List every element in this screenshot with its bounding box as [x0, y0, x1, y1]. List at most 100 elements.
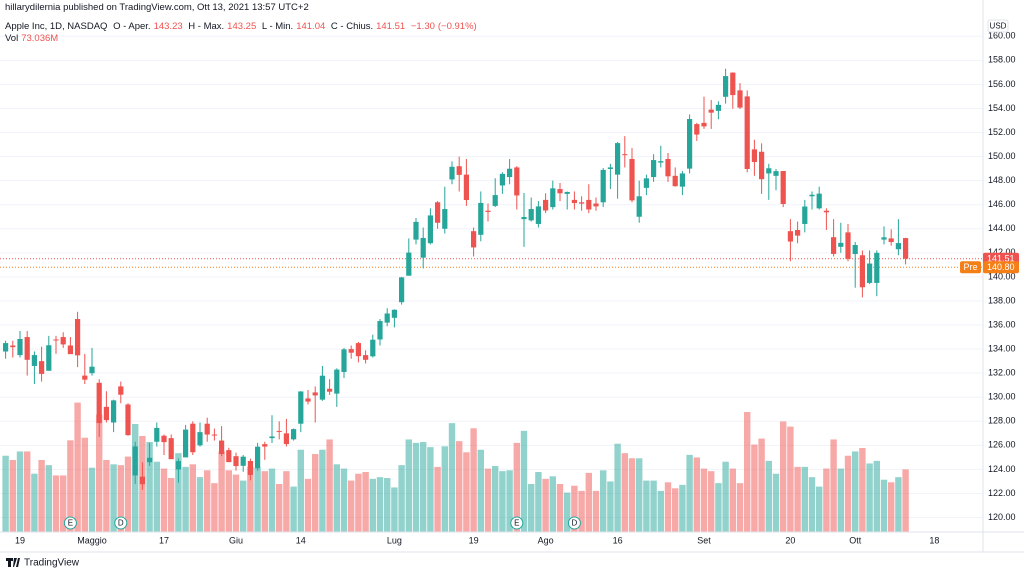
- candle-body: [694, 124, 700, 135]
- volume-bar: [362, 472, 369, 532]
- volume-bar: [830, 439, 837, 532]
- candle-body: [514, 167, 520, 196]
- volume-bar: [722, 461, 729, 532]
- volume-bar: [535, 472, 542, 532]
- candle-body: [420, 237, 426, 258]
- volume-bar: [873, 460, 880, 532]
- candle-body: [391, 309, 397, 318]
- y-tick-label: 132.00: [988, 368, 1016, 378]
- currency: USD: [990, 22, 1007, 31]
- volume-bar: [110, 464, 117, 532]
- candle-body: [355, 343, 361, 357]
- y-tick-label: 160.00: [988, 31, 1016, 41]
- candle-body: [175, 461, 181, 470]
- volume-bar: [398, 465, 405, 532]
- volume-bar: [715, 483, 722, 532]
- event-label: D: [118, 519, 124, 528]
- candle-body: [838, 242, 844, 247]
- candle-body: [327, 388, 333, 392]
- volume-bar: [333, 464, 340, 532]
- candle-body: [247, 461, 253, 475]
- ohlc-label: C - Chius.: [330, 21, 374, 32]
- candle-body: [780, 171, 786, 204]
- volume-bar: [276, 484, 283, 532]
- volume-bar: [672, 488, 679, 532]
- volume-bar: [441, 446, 448, 532]
- y-tick-label: 150.00: [988, 151, 1016, 161]
- volume-bar: [24, 451, 31, 532]
- volume-bar: [412, 442, 420, 532]
- candle-body: [334, 369, 340, 394]
- volume-bar: [391, 487, 398, 532]
- volume-bar: [9, 460, 16, 532]
- premarket-tag: [983, 261, 1019, 274]
- volume-bar: [326, 439, 333, 532]
- x-tick-label: 19: [469, 535, 479, 545]
- volume-bar: [312, 454, 319, 532]
- ohlc-label: H - Max.: [188, 21, 225, 32]
- candle-body: [823, 210, 829, 213]
- candle-body: [233, 456, 239, 467]
- y-tick-label: 126.00: [988, 440, 1016, 450]
- candle-body: [183, 429, 189, 458]
- volume-bar: [600, 470, 607, 532]
- volume-bar: [290, 486, 297, 532]
- candle-body: [96, 382, 102, 424]
- volume-bar: [823, 468, 830, 532]
- candle-body: [319, 375, 325, 400]
- candle-body: [809, 194, 815, 197]
- x-tick-label: 16: [613, 535, 623, 545]
- x-tick-label: 14: [296, 535, 306, 545]
- candle-body: [643, 178, 649, 188]
- candle-body: [399, 277, 405, 303]
- x-tick-label: 17: [159, 535, 169, 545]
- candle-body: [291, 429, 297, 440]
- candle-body: [615, 143, 621, 175]
- volume-bar: [513, 442, 520, 532]
- candle-body: [478, 202, 484, 235]
- candle-body: [60, 337, 66, 345]
- candle-body: [579, 202, 585, 204]
- candle-body: [759, 151, 765, 180]
- candle-body: [507, 168, 513, 178]
- candle-body: [125, 404, 131, 436]
- candle-body: [708, 109, 714, 113]
- volume-bar: [636, 458, 643, 532]
- candle-body: [723, 76, 729, 97]
- volume-bar: [369, 478, 376, 532]
- volume-bar: [254, 467, 261, 532]
- change-percent: (−0.91%): [437, 21, 477, 32]
- candle-body: [154, 427, 160, 442]
- candle-body: [543, 199, 549, 211]
- volume-bar: [405, 439, 412, 532]
- candle-body: [687, 119, 693, 169]
- candle-body: [895, 243, 901, 250]
- ohlc-value: 141.51: [376, 21, 406, 32]
- candle-body: [852, 245, 858, 255]
- volume-bar: [607, 481, 614, 532]
- volume-bar: [434, 466, 441, 532]
- event-marker: [567, 516, 581, 530]
- volume-bar: [470, 428, 477, 532]
- candle-body: [276, 430, 282, 432]
- candle-body: [139, 476, 145, 485]
- premarket-price: 140.80: [987, 262, 1015, 272]
- candle-body: [406, 252, 412, 276]
- event-label: D: [572, 519, 578, 528]
- candle-body: [831, 237, 837, 254]
- candle-body: [629, 158, 635, 201]
- event-label: E: [68, 519, 73, 528]
- symbol: Apple Inc, 1D, NASDAQ: [5, 21, 108, 32]
- volume-bar: [808, 477, 816, 532]
- logo: [6, 558, 20, 567]
- candle-body: [82, 375, 88, 380]
- candle-body: [795, 229, 801, 236]
- volume-bar: [2, 455, 9, 532]
- volume-bar: [218, 451, 225, 532]
- candle-body: [715, 104, 721, 111]
- volume-bar: [67, 440, 74, 532]
- volume-bar: [297, 449, 304, 532]
- volume-bar: [268, 468, 276, 532]
- ohlc-label: L - Min.: [261, 21, 294, 32]
